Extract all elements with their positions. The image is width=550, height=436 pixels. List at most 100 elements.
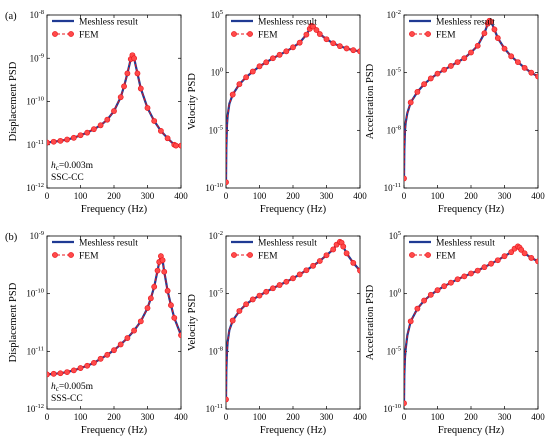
legend-marker-fem [231,31,237,37]
series-point-fem [528,69,535,76]
series-point-fem [144,305,151,311]
series-point-fem [296,271,303,278]
chart-panel-5: 0 100 200 300 400 Frequency (Hz) 10-11 10-8 10-5… [187,230,367,436]
series-point-fem [494,257,501,264]
legend-marker-fem [247,31,253,37]
plot-frame [225,14,361,189]
x-tick-label: 300 [320,191,334,201]
panel-label: (b) [5,232,18,243]
plot-frame [403,14,539,189]
series-point-fem [263,288,270,295]
y-axis-label: Displacement PSD [8,282,19,362]
x-axis-label: Frequency (Hz) [260,425,327,436]
x-tick-label: 0 [224,191,229,201]
y-tick-label: 10-12 [26,182,44,193]
legend-marker-fem [247,252,253,258]
series-point-fem [454,276,461,283]
series-point-fem [521,64,528,71]
series-point-fem [117,94,124,101]
series-point-fem [336,43,343,50]
series-point-fem [173,142,179,149]
series-point-fem [64,369,70,375]
x-tick-label: 400 [353,191,367,201]
chart-panel-2: 0 100 200 300 400 Frequency (Hz) 10-10 10-5 100 1… [187,9,367,215]
series-point-fem [134,70,141,77]
y-tick-label: 100 [389,288,401,299]
series-point-fem [77,132,84,139]
series-point-fem [178,332,181,339]
x-tick-label: 400 [174,191,188,201]
y-tick-label: 10-10 [383,403,401,414]
series-point-fem [104,116,111,123]
series-point-fem [111,108,117,114]
plot-area [226,23,360,186]
legend-marker-fem [425,31,431,37]
x-tick-label: 200 [107,191,121,201]
legend-label-meshless: Meshless result [79,18,138,28]
series-point-fem [144,105,151,111]
y-tick-label: 10-5 [209,124,223,135]
x-tick-label: 400 [531,191,545,201]
series-point-fem [124,335,131,341]
legend-label-fem: FEM [258,31,278,41]
plot-frame [403,235,539,410]
legend-marker-fem [409,31,415,37]
x-tick-label: 200 [464,191,478,201]
x-tick-label: 0 [45,412,50,422]
legend-marker-fem [409,252,415,258]
series-point-fem [151,118,158,124]
series-point-fem [501,253,508,260]
y-tick-label: 10-8 [30,9,44,20]
boundary-condition-label: SSS-CC [51,394,83,404]
y-tick-label: 100 [211,67,223,78]
series-point-fem [340,243,347,250]
legend-label-fem: FEM [258,252,278,262]
y-tick-label: 10-8 [209,345,223,356]
series-point-fem [474,42,481,49]
y-tick-label: 10-9 [30,52,44,63]
series-point-fem [151,283,158,290]
chart-panel-1: 0 100 200 300 400 Frequency (Hz) 10-12 10-11 10-… [5,9,188,215]
legend-label-fem: FEM [436,31,456,41]
series-point-fem [407,318,414,325]
y-tick-label: 10-5 [387,345,401,356]
legend-marker-fem [52,252,58,258]
series-point-fem [414,88,421,95]
series-point-fem [256,292,263,299]
series-point-fem [508,53,515,60]
series-point-fem [226,179,229,186]
series-point-fem [57,137,64,144]
series-point-fem [164,135,171,142]
legend-label-meshless: Meshless result [436,18,495,28]
series-point-fem [434,70,441,77]
series-point-fem [508,249,515,256]
series-point-fem [343,250,350,257]
x-tick-label: 0 [224,412,229,422]
legend-label-meshless: Meshless result [436,239,495,249]
y-axis-label: Acceleration PSD [365,284,376,360]
legend-label-meshless: Meshless result [79,239,138,249]
plot-frame [46,14,182,189]
series-point-fem [161,268,168,275]
series-point-fem [290,275,296,282]
series-point-fem [350,260,357,266]
series-point-fem [243,301,249,308]
series-point-fem [236,308,243,314]
series-point-fem [468,270,474,277]
x-tick-label: 200 [286,412,300,422]
series-point-fem [147,295,154,302]
series-point-fem [421,297,427,304]
series-point-fem [515,59,521,65]
y-axis-label: Velocity PSD [187,294,198,351]
x-tick-label: 300 [141,191,155,201]
series-point-fem [310,262,316,269]
thickness-annotation: hc=0.005m [51,382,94,393]
x-tick-label: 300 [320,412,334,422]
legend-marker-fem [52,31,58,37]
series-point-fem [57,370,64,377]
series-point-fem [461,55,468,62]
x-tick-label: 300 [498,412,512,422]
series-point-fem [47,139,50,146]
x-tick-label: 400 [174,412,188,422]
legend-label-meshless: Meshless result [258,18,317,28]
